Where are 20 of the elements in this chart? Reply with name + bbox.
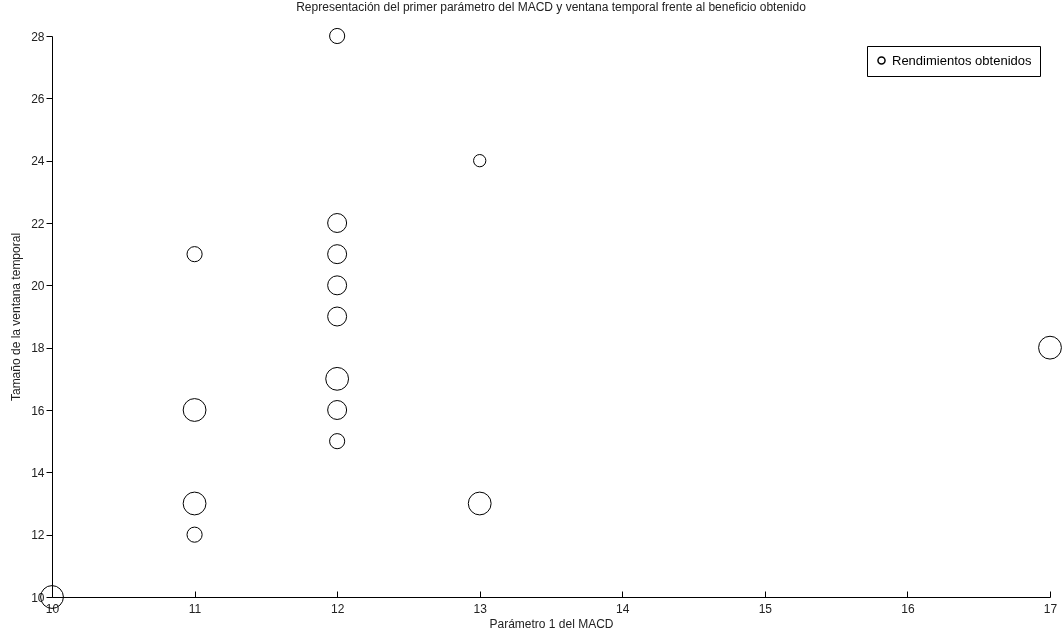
x-tick-label: 12 — [330, 601, 345, 616]
y-tick-label: 22 — [31, 216, 45, 231]
y-tick-label: 14 — [31, 465, 45, 480]
y-tick-label: 16 — [31, 403, 45, 418]
y-tick-label: 26 — [31, 91, 45, 106]
x-tick-label: 17 — [1043, 601, 1058, 616]
x-tick-label: 15 — [758, 601, 773, 616]
y-axis-title: Tamaño de la ventana temporal — [9, 232, 24, 402]
x-tick-label: 16 — [901, 601, 915, 616]
y-tick-label: 28 — [31, 29, 45, 44]
x-tick-label: 13 — [473, 601, 488, 616]
x-axis-title: Parámetro 1 del MACD — [489, 616, 614, 631]
chart-title: Representación del primer parámetro del MACD y ventana temporal frente al beneficio obtenido — [296, 0, 807, 15]
y-tick-label: 20 — [31, 278, 45, 293]
x-tick-label: 14 — [616, 601, 630, 616]
y-tick-label: 18 — [31, 341, 45, 356]
x-tick-label: 11 — [188, 601, 202, 616]
legend-label: Rendimientos obtenidos — [892, 52, 1032, 68]
y-tick-label: 12 — [31, 528, 45, 543]
y-tick-label: 24 — [31, 154, 45, 169]
